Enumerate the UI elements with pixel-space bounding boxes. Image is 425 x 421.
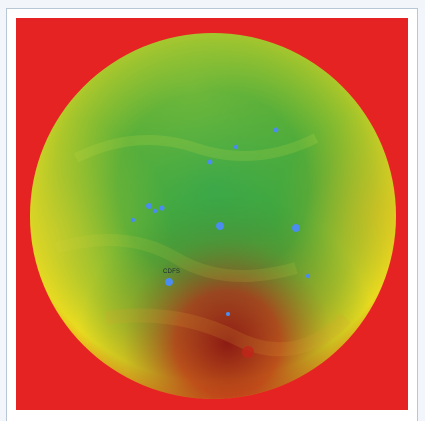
source-point	[216, 222, 224, 230]
source-point	[233, 144, 239, 150]
image-frame: CDFS	[6, 8, 418, 421]
all-sky-image: CDFS	[16, 18, 408, 410]
source-point	[207, 159, 213, 165]
source-point	[146, 203, 152, 209]
field-label: CDFS	[163, 269, 181, 275]
field-marker-icon	[165, 278, 173, 286]
sky-sphere-icon	[30, 33, 396, 399]
source-points	[130, 127, 311, 316]
source-point	[159, 205, 165, 211]
source-point	[292, 224, 300, 232]
source-point	[130, 217, 136, 223]
source-point	[152, 208, 158, 214]
source-point	[273, 127, 279, 133]
source-point	[305, 273, 311, 279]
source-point	[226, 312, 230, 316]
